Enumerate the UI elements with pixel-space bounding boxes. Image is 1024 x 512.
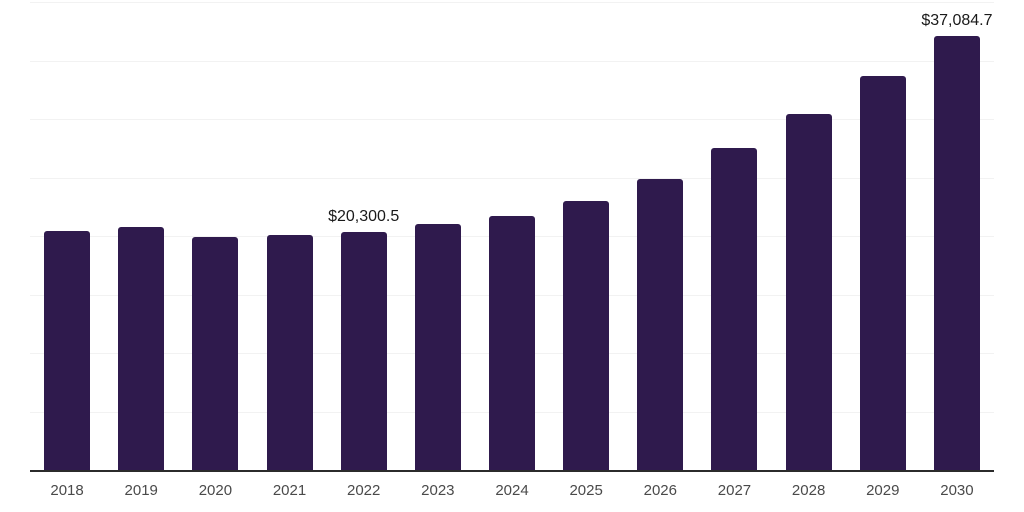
- x-tick-2019: 2019: [124, 482, 158, 499]
- x-tick-2028: 2028: [791, 482, 826, 499]
- bar-2023[interactable]: [414, 224, 461, 470]
- x-tick-2030: 2030: [940, 482, 974, 499]
- bar-2020[interactable]: [192, 237, 239, 470]
- data-label-2030: $37,084.7: [921, 12, 993, 30]
- bar-2027[interactable]: [711, 147, 758, 470]
- bar-2028[interactable]: [785, 114, 832, 470]
- gridline: [30, 2, 994, 3]
- x-tick-2021: 2021: [272, 482, 307, 499]
- bar-2018[interactable]: [44, 230, 91, 470]
- gridline: [30, 119, 994, 120]
- plot-area: $20,300.5 $37,084.7: [30, 2, 994, 472]
- x-tick-2027: 2027: [717, 482, 752, 499]
- data-label-2022: $20,300.5: [328, 208, 400, 226]
- x-tick-2023: 2023: [421, 482, 455, 499]
- x-tick-2024: 2024: [495, 482, 529, 499]
- x-tick-2026: 2026: [643, 482, 677, 499]
- bar-2030[interactable]: [933, 36, 980, 470]
- gridline: [30, 177, 994, 179]
- x-tick-2020: 2020: [198, 482, 233, 499]
- bar-2019[interactable]: [118, 226, 165, 470]
- bar-2024[interactable]: [489, 215, 535, 470]
- bar-2029[interactable]: [859, 75, 906, 470]
- gridline: [30, 60, 994, 62]
- bar-2026[interactable]: [637, 178, 684, 470]
- x-tick-2018: 2018: [50, 482, 84, 499]
- x-tick-2029: 2029: [866, 482, 900, 499]
- bar-2022[interactable]: [340, 232, 387, 470]
- bar-2021[interactable]: [266, 235, 313, 470]
- x-tick-2025: 2025: [569, 482, 603, 499]
- x-tick-2022: 2022: [347, 482, 381, 499]
- x-axis: 2018 2019 2020 2021 2022 2023 2024 2025 2026 2027…: [30, 482, 994, 504]
- bar-2025[interactable]: [563, 200, 610, 470]
